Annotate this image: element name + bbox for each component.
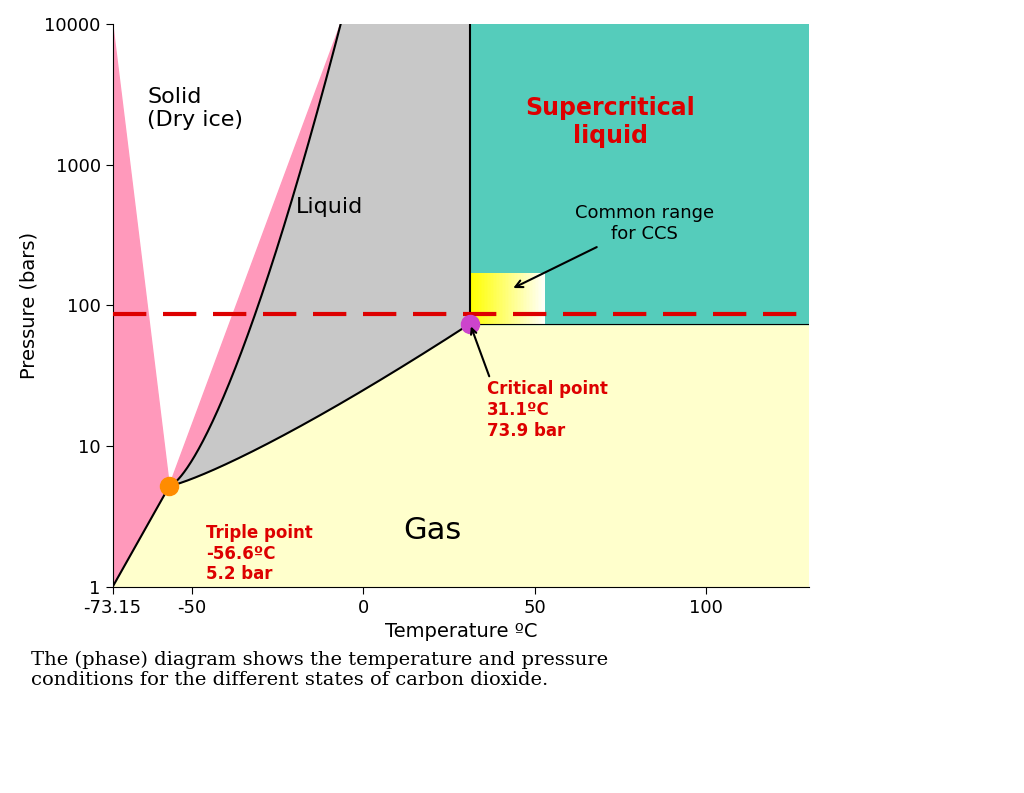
Bar — [488, 273, 489, 324]
Bar — [477, 273, 479, 324]
Bar — [512, 273, 514, 324]
Bar — [508, 273, 509, 324]
Text: Gas: Gas — [402, 516, 461, 546]
Bar — [530, 273, 531, 324]
Bar — [506, 273, 508, 324]
Bar — [483, 273, 485, 324]
Bar — [544, 273, 546, 324]
Bar — [489, 273, 492, 324]
Text: Critical point
31.1ºC
73.9 bar: Critical point 31.1ºC 73.9 bar — [486, 381, 607, 440]
Bar — [515, 273, 517, 324]
Bar — [486, 273, 488, 324]
Bar — [492, 273, 493, 324]
Bar — [482, 273, 483, 324]
Bar — [518, 273, 520, 324]
Bar — [479, 273, 480, 324]
Bar — [535, 273, 537, 324]
Bar — [493, 273, 495, 324]
Bar — [495, 273, 496, 324]
Text: Liquid: Liquid — [296, 197, 362, 217]
Bar — [540, 273, 541, 324]
Bar — [524, 273, 525, 324]
Text: The (phase) diagram shows the temperature and pressure
conditions for the differ: The (phase) diagram shows the temperatur… — [31, 650, 608, 689]
Bar — [480, 273, 482, 324]
Polygon shape — [470, 24, 809, 324]
Bar — [509, 273, 511, 324]
Bar — [523, 273, 524, 324]
Bar — [517, 273, 518, 324]
Bar — [537, 273, 538, 324]
Text: Common range
for CCS: Common range for CCS — [515, 205, 714, 287]
Bar — [473, 273, 474, 324]
Bar — [528, 273, 530, 324]
Bar — [514, 273, 515, 324]
Text: Solid
(Dry ice): Solid (Dry ice) — [147, 87, 244, 130]
Bar — [499, 273, 500, 324]
Bar — [534, 273, 535, 324]
Bar — [502, 273, 503, 324]
Bar — [511, 273, 512, 324]
X-axis label: Temperature ºC: Temperature ºC — [385, 623, 537, 642]
Polygon shape — [113, 324, 809, 587]
Bar — [470, 273, 471, 324]
Bar — [503, 273, 505, 324]
Bar — [476, 273, 477, 324]
Bar — [505, 273, 506, 324]
Bar — [496, 273, 497, 324]
Text: Triple point
-56.6ºC
5.2 bar: Triple point -56.6ºC 5.2 bar — [206, 524, 312, 584]
Bar — [538, 273, 540, 324]
Bar — [525, 273, 527, 324]
Polygon shape — [169, 24, 470, 486]
Polygon shape — [113, 24, 341, 587]
Bar — [527, 273, 528, 324]
Bar — [485, 273, 486, 324]
Bar — [521, 273, 523, 324]
Y-axis label: Pressure (bars): Pressure (bars) — [19, 232, 39, 379]
Bar — [543, 273, 544, 324]
Text: Supercritical
liquid: Supercritical liquid — [525, 96, 695, 148]
Bar — [474, 273, 476, 324]
Bar — [541, 273, 543, 324]
Bar — [497, 273, 499, 324]
Bar — [500, 273, 502, 324]
Bar — [471, 273, 473, 324]
Bar — [531, 273, 534, 324]
Bar — [520, 273, 521, 324]
